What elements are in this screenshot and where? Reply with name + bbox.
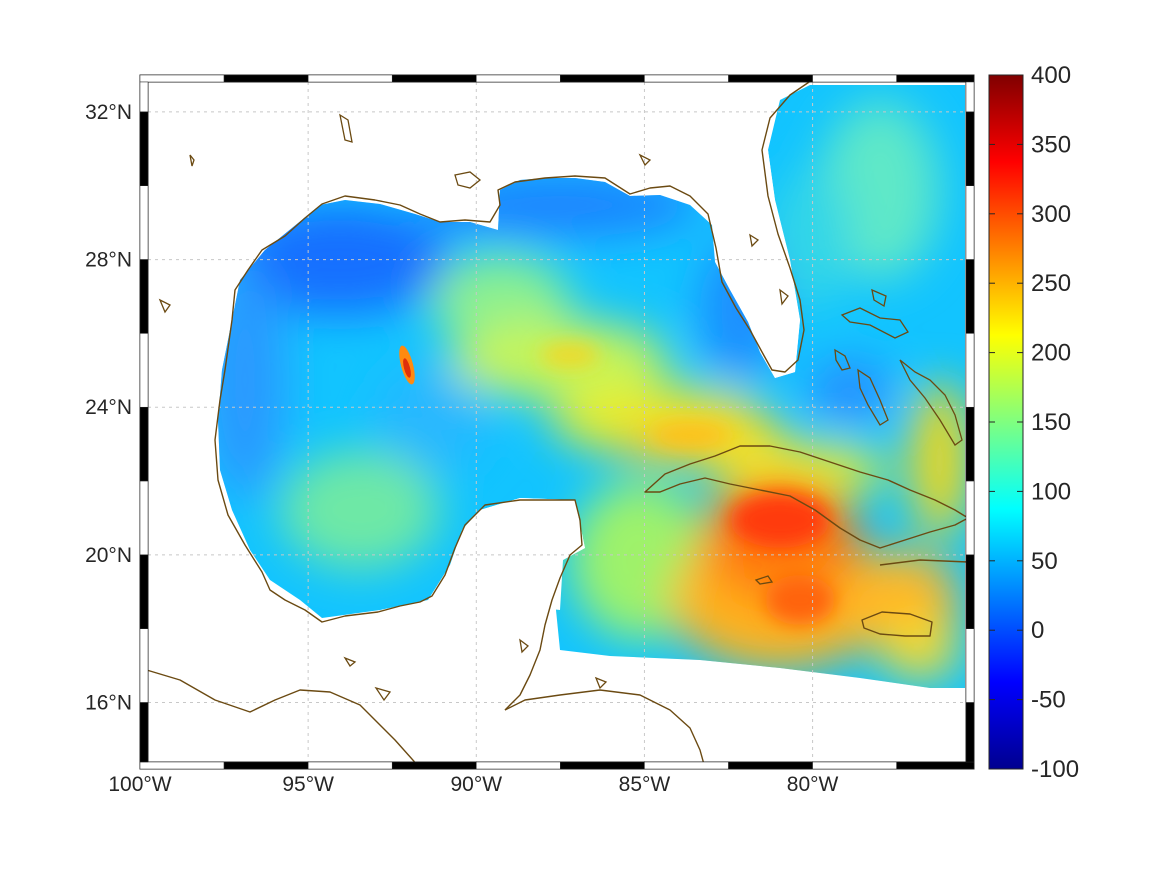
frame-top-segment (812, 74, 897, 83)
frame-left-segment (139, 333, 149, 408)
colorbar-tick-label: 100 (1031, 478, 1071, 505)
colorbar-tick-label: 250 (1031, 270, 1071, 297)
frame-left-segment (139, 702, 149, 763)
frame-right-segment (965, 628, 975, 703)
frame-right-segment (965, 185, 975, 260)
frame-top-segment (307, 74, 393, 83)
frame-left-segment (139, 259, 149, 334)
colorbar-tick-label: 400 (1031, 62, 1071, 89)
frame-bottom-segment (223, 761, 309, 770)
lat-tick-label: 20°N (85, 544, 132, 567)
map-frame (139, 74, 975, 770)
frame-top-segment (728, 74, 813, 83)
frame-bottom-segment (560, 761, 645, 770)
lon-tick-label: 80°W (787, 773, 839, 796)
lat-tick-label: 24°N (85, 396, 132, 419)
frame-right-segment (965, 259, 975, 334)
frame-top-segment (223, 74, 309, 83)
frame-right-segment (965, 111, 975, 186)
colorbar-tick-label: 350 (1031, 131, 1071, 158)
frame-right-segment (965, 554, 975, 629)
frame-left-segment (139, 406, 149, 482)
lon-tick-label: 90°W (451, 773, 503, 796)
frame-bottom-segment (307, 761, 393, 770)
frame-bottom-segment (391, 761, 477, 770)
frame-bottom-segment (728, 761, 813, 770)
frame-right-segment (965, 702, 975, 763)
frame-top-segment (560, 74, 645, 83)
latitude-labels: 16°N 20°N 24°N 28°N 32°N (85, 101, 132, 715)
frame-right-segment (965, 406, 975, 482)
frame-top-segment (139, 74, 225, 83)
frame-bottom-segment (139, 761, 225, 770)
lat-tick-label: 32°N (85, 101, 132, 124)
colorbar: 400 350 300 250 200 150 100 50 0 -50 -100 (988, 62, 1079, 783)
frame-right-segment (965, 81, 975, 113)
frame-left-segment (139, 111, 149, 186)
frame-bottom-segment (476, 761, 561, 770)
lon-tick-label: 85°W (619, 773, 671, 796)
colorbar-tick-label: -100 (1031, 756, 1079, 783)
frame-left-segment (139, 185, 149, 260)
colorbar-tick-label: 0 (1031, 617, 1044, 644)
data-field (218, 85, 965, 688)
frame-right-segment (965, 480, 975, 556)
longitude-labels: 100°W 95°W 90°W 85°W 80°W (108, 773, 838, 796)
frame-bottom-segment (644, 761, 729, 770)
frame-top-segment (896, 74, 975, 83)
lat-tick-label: 16°N (85, 692, 132, 715)
colorbar-tick-label: 50 (1031, 548, 1058, 575)
lon-tick-label: 100°W (108, 773, 171, 796)
frame-right-segment (965, 333, 975, 408)
colorbar-tick-label: 150 (1031, 409, 1071, 436)
colorbar-tick-label: 200 (1031, 340, 1071, 367)
frame-top-segment (391, 74, 477, 83)
colorbar-tick-label: 300 (1031, 201, 1071, 228)
colorbar-tick-label: -50 (1031, 687, 1066, 714)
frame-bottom-segment (812, 761, 897, 770)
frame-top-segment (644, 74, 729, 83)
gridlines (148, 82, 966, 762)
frame-left-segment (139, 81, 149, 113)
frame-left-segment (139, 628, 149, 703)
lon-tick-label: 95°W (282, 773, 334, 796)
frame-bottom-segment (896, 761, 975, 770)
frame-top-segment (476, 74, 561, 83)
lat-tick-label: 28°N (85, 249, 132, 272)
frame-left-segment (139, 554, 149, 629)
coastlines (139, 77, 969, 769)
frame-left-segment (139, 480, 149, 556)
